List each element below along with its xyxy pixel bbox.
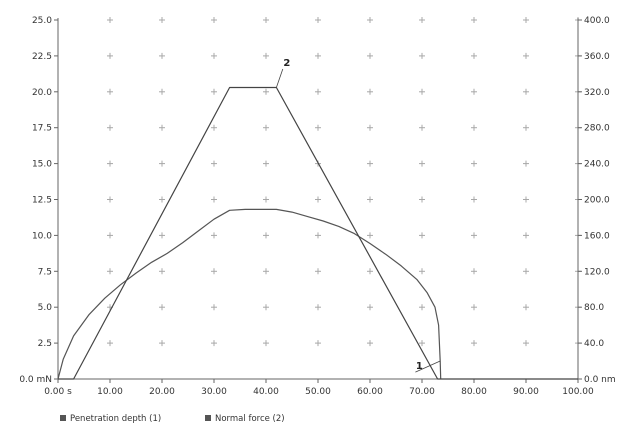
y-right-tick-label: 40.0 — [584, 339, 604, 349]
x-tick-label: 80.00 — [461, 387, 487, 397]
y-left-tick-label: 10.0 — [32, 231, 52, 241]
series-line-1 — [57, 208, 442, 380]
y-left-tick-label: 12.5 — [32, 196, 52, 206]
y-left-tick-label: 20.0 — [32, 88, 52, 98]
y-right-tick-label: 360.0 — [584, 52, 610, 62]
legend-swatch — [205, 415, 211, 421]
series-group — [57, 86, 578, 380]
x-tick-label: 50.00 — [305, 387, 331, 397]
curve-leader-1 — [415, 360, 441, 373]
legend-swatch — [60, 415, 66, 421]
curve-leader-2 — [276, 68, 284, 88]
annotations: 21 — [276, 58, 441, 373]
y-left-tick-label: 25.0 — [32, 16, 52, 26]
x-tick-label: 100.00 — [562, 387, 594, 397]
y-left-tick-label: 17.5 — [32, 124, 52, 134]
legend: Penetration depth (1) Normal force (2) — [60, 414, 285, 424]
y-left-tick-label: 5.0 — [38, 303, 53, 313]
y-right-tick-label: 320.0 — [584, 88, 610, 98]
x-tick-label: 70.00 — [409, 387, 435, 397]
curve-label-1: 1 — [416, 361, 423, 372]
x-tick-label: 0.00 s — [44, 387, 72, 397]
y-right-tick-label: 120.0 — [584, 267, 610, 277]
y-left-tick-label: 22.5 — [32, 52, 52, 62]
x-tick-label: 60.00 — [357, 387, 383, 397]
legend-label: Normal force (2) — [215, 414, 285, 424]
y-left-tick-label: 0.0 mN — [19, 375, 52, 385]
y-right-tick-label: 0.0 nm — [584, 375, 616, 385]
y-right-tick-label: 80.0 — [584, 303, 604, 313]
y-left-tick-label: 2.5 — [38, 339, 52, 349]
y-right-tick-label: 280.0 — [584, 124, 610, 134]
y-right-tick-label: 400.0 — [584, 16, 610, 26]
curve-label-2: 2 — [283, 58, 290, 69]
legend-label: Penetration depth (1) — [70, 414, 161, 424]
y-left-tick-label: 15.0 — [32, 160, 52, 170]
x-tick-label: 90.00 — [513, 387, 539, 397]
x-tick-label: 30.00 — [201, 387, 227, 397]
axes: 0.0 mN 2.5 5.0 7.5 10.0 12.5 15.0 17.5 20.0 22.5 2… — [19, 16, 615, 397]
series-line-2 — [58, 86, 578, 380]
x-tick-label: 20.00 — [149, 387, 175, 397]
y-right-tick-label: 240.0 — [584, 160, 610, 170]
y-left-tick-label: 7.5 — [38, 267, 52, 277]
x-tick-label: 40.00 — [253, 387, 279, 397]
y-right-tick-label: 160.0 — [584, 231, 610, 241]
x-tick-label: 10.00 — [97, 387, 123, 397]
y-right-tick-label: 200.0 — [584, 196, 610, 206]
